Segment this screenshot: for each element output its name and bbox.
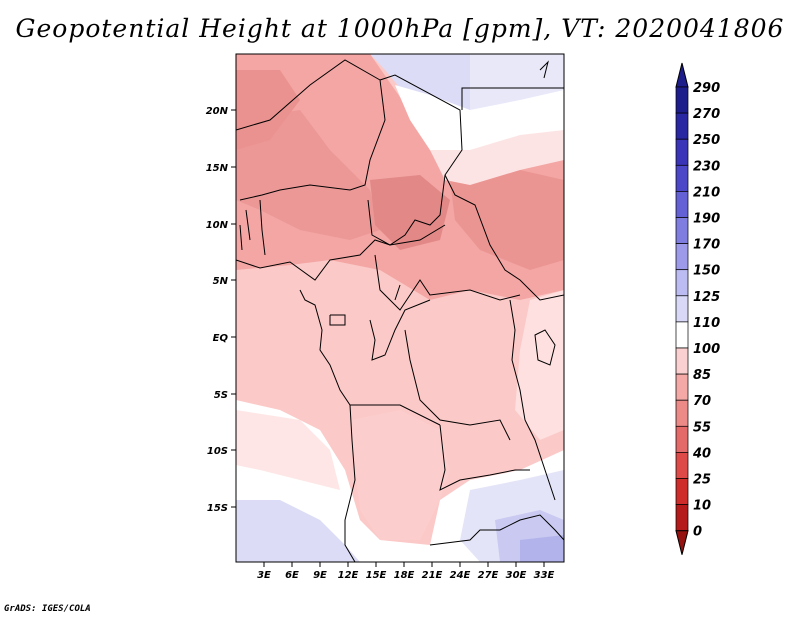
colorbar-swatch xyxy=(675,452,689,479)
map-frame xyxy=(235,53,565,563)
colorbar-label: 150 xyxy=(693,264,720,279)
colorbar-swatch xyxy=(675,295,689,323)
colorbar-label: 210 xyxy=(693,185,720,200)
colorbar-label: 170 xyxy=(693,238,720,253)
colorbar-label: 270 xyxy=(693,107,720,122)
lon-label: 33E xyxy=(534,570,555,581)
latitude-axis: 20N 15N 10N 5N EQ 5S 10S 15S xyxy=(206,106,236,514)
chart-title: Geopotential Height at 1000hPa [gpm], VT… xyxy=(15,14,785,43)
colorbar-label: 250 xyxy=(693,133,720,148)
lat-label: 5S xyxy=(214,390,228,401)
lat-label: 5N xyxy=(213,276,229,287)
colorbar-bottom-arrow xyxy=(675,530,689,555)
colorbar-swatch xyxy=(675,243,689,271)
colorbar-label: 125 xyxy=(693,290,720,305)
lat-label: 15N xyxy=(206,163,229,174)
lon-label: 27E xyxy=(478,570,499,581)
colorbar-label: 190 xyxy=(693,212,720,227)
colorbar: 2902702502302101901701501251101008570554… xyxy=(675,62,720,555)
colorbar-label: 55 xyxy=(693,420,711,435)
lat-label: EQ xyxy=(213,333,229,344)
colorbar-swatch xyxy=(675,373,689,401)
height-field xyxy=(236,54,564,562)
colorbar-label: 85 xyxy=(693,368,711,383)
colorbar-swatch xyxy=(675,504,689,532)
lat-label: 10N xyxy=(206,220,229,231)
colorbar-swatch xyxy=(675,347,689,375)
colorbar-label: 10 xyxy=(693,499,711,514)
colorbar-swatch xyxy=(675,269,689,297)
colorbar-top-arrow xyxy=(675,62,689,88)
longitude-axis: 3E 6E 9E 12E 15E 18E 21E 24E 27E 30E 33E xyxy=(257,562,555,581)
lon-label: 24E xyxy=(450,570,471,581)
colorbar-swatch xyxy=(675,86,689,114)
colorbar-label: 25 xyxy=(693,473,711,488)
lat-label: 10S xyxy=(207,446,228,457)
lat-label: 15S xyxy=(207,503,228,514)
lon-label: 9E xyxy=(313,570,327,581)
lon-label: 21E xyxy=(422,570,443,581)
colorbar-label: 230 xyxy=(693,159,720,174)
colorbar-swatch xyxy=(675,138,689,166)
lon-label: 30E xyxy=(506,570,527,581)
colorbar-swatch xyxy=(675,112,689,140)
colorbar-label: 70 xyxy=(693,394,711,409)
colorbar-swatch xyxy=(675,399,689,427)
colorbar-swatch xyxy=(675,191,689,218)
colorbar-swatch xyxy=(675,478,689,505)
colorbar-label: 100 xyxy=(693,342,720,357)
lon-label: 3E xyxy=(257,570,271,581)
colorbar-label: 40 xyxy=(692,446,711,461)
colorbar-label: 290 xyxy=(693,81,720,96)
lon-label: 15E xyxy=(366,570,387,581)
grads-credit: GrADS: IGES/COLA xyxy=(4,604,91,614)
colorbar-swatch xyxy=(675,425,689,453)
lon-label: 6E xyxy=(285,570,299,581)
lon-label: 18E xyxy=(394,570,415,581)
lat-label: 20N xyxy=(206,106,229,117)
colorbar-label: 0 xyxy=(693,525,702,540)
country-borders xyxy=(236,59,564,562)
colorbar-label: 110 xyxy=(693,316,720,331)
colorbar-swatch xyxy=(675,217,689,244)
colorbar-swatch xyxy=(675,321,689,349)
lon-label: 12E xyxy=(338,570,359,581)
colorbar-swatch xyxy=(675,164,689,192)
